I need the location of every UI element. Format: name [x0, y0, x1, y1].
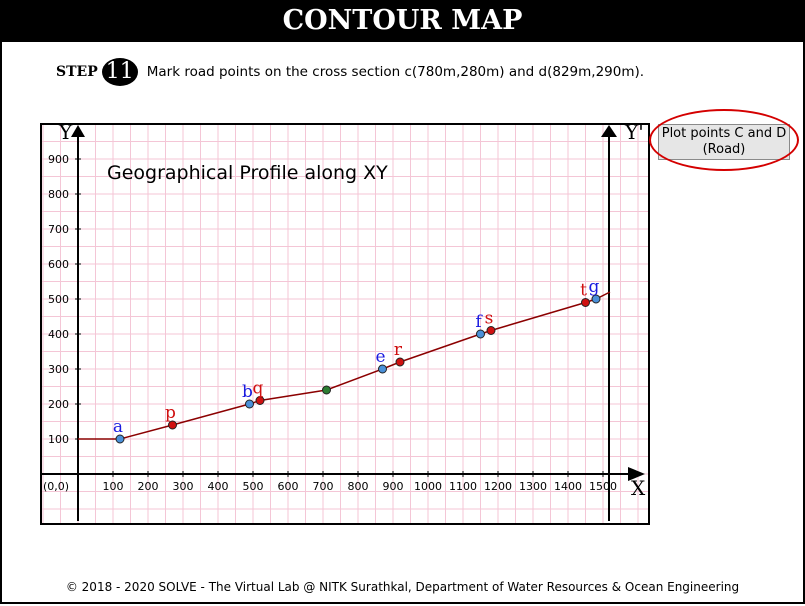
x-tick-label: 600: [278, 480, 299, 493]
step-label: STEP: [56, 64, 98, 80]
footer-credits: © 2018 - 2020 SOLVE - The Virtual Lab @ …: [65, 580, 740, 594]
profile-point-marker: [395, 357, 405, 367]
x-tick-label: 1300: [519, 480, 547, 493]
x-tick-label: 300: [173, 480, 194, 493]
y-tick-label: 800: [48, 188, 69, 201]
profile-point-marker: [581, 298, 590, 307]
x-axis-label: X: [631, 476, 646, 500]
x-tick-label: 1500: [589, 480, 617, 493]
origin-label: (0,0): [43, 480, 69, 493]
x-tick-label: 200: [138, 480, 159, 493]
profile-point-label: t: [580, 281, 587, 301]
y-prime-axis-arrow: [601, 125, 617, 137]
profile-point-label: b: [242, 382, 253, 402]
y-tick-label: 200: [48, 398, 69, 411]
y-axis-arrow: [71, 125, 85, 137]
y-axis-label: Y: [58, 123, 73, 144]
x-tick-label: 1100: [449, 480, 477, 493]
chart-ticks: 100 200 300 400 500 600 700 800 900 1000 1100 1200 1…: [48, 153, 617, 493]
x-tick-label: 1200: [484, 480, 512, 493]
chart-points: a p b q e r f s t g: [113, 277, 601, 444]
profile-point-marker: [591, 294, 601, 304]
profile-point-label: p: [165, 403, 176, 423]
page-title: CONTOUR MAP: [0, 0, 805, 42]
profile-point-marker: [245, 399, 254, 409]
y-tick-label: 100: [48, 433, 69, 446]
profile-point-label: a: [113, 417, 123, 437]
x-tick-label: 500: [243, 480, 264, 493]
chart-axes: Y Y' X (0,0): [40, 123, 650, 525]
profile-point-label: f: [475, 312, 483, 332]
y-tick-label: 400: [48, 328, 69, 341]
profile-point-label: s: [485, 309, 494, 329]
profile-point-marker: [322, 385, 331, 395]
x-tick-label: 800: [348, 480, 369, 493]
profile-point-marker: [486, 326, 496, 335]
step-number-badge: 11: [101, 58, 138, 86]
y-tick-label: 300: [48, 363, 69, 376]
step-row: STEP 11 Mark road points on the cross se…: [56, 57, 644, 87]
chart-grid: [41, 123, 648, 524]
x-tick-label: 900: [383, 480, 404, 493]
y-tick-label: 700: [48, 223, 69, 236]
y-tick-label: 500: [48, 293, 69, 306]
profile-chart: Y Y'X(0,0) 100 200 300 400 500 600 700 800 900 100…: [40, 123, 650, 525]
x-tick-label: 700: [313, 480, 334, 493]
profile-point-marker: [378, 364, 387, 374]
x-tick-label: 1000: [414, 480, 442, 493]
y-tick-label: 900: [48, 153, 69, 166]
chart-series: [78, 291, 611, 440]
chart-border: [40, 123, 650, 525]
profile-point-label: q: [253, 379, 264, 399]
step-instruction: Mark road points on the cross section c(…: [146, 64, 645, 80]
x-tick-label: 100: [103, 480, 124, 493]
profile-point-marker: [255, 396, 265, 405]
x-axis-arrow: [628, 467, 645, 481]
y-tick-label: 600: [48, 258, 69, 271]
plot-points-button[interactable]: Plot points C and D (Road): [658, 124, 790, 160]
chart-title: Geographical Profile along XY: [107, 162, 388, 184]
profile-line: [78, 291, 611, 440]
profile-point-marker: [115, 434, 125, 444]
x-tick-label: 400: [208, 480, 229, 493]
profile-point-marker: [168, 420, 177, 430]
profile-point-label: r: [394, 340, 403, 360]
x-tick-label: 1400: [554, 480, 582, 493]
profile-point-label: e: [375, 347, 385, 367]
profile-point-marker: [476, 329, 485, 339]
y-prime-axis-label: Y': [624, 123, 644, 144]
profile-point-label: g: [589, 277, 600, 297]
